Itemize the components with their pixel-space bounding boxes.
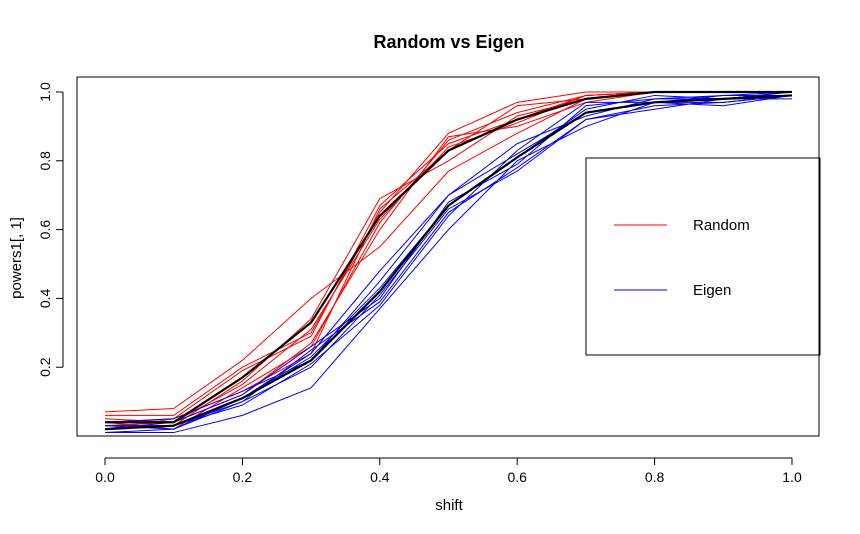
eigen-run-line: [104, 94, 793, 430]
y-tick-label: 1.0: [37, 82, 53, 102]
random-run-line: [104, 91, 792, 427]
y-tick-label: 0.6: [37, 220, 53, 240]
legend-label-eigen: Eigen: [693, 282, 731, 299]
legend-box: [585, 157, 821, 356]
eigen-mean-line: [104, 94, 793, 431]
y-axis: 0.2 0.4 0.6 0.8 1.0: [37, 82, 64, 377]
random-run-line: [104, 91, 792, 430]
x-tick-label: 0.4: [370, 469, 390, 485]
y-axis-label: powers1[, 1]: [8, 217, 25, 299]
y-tick-label: 0.2: [37, 357, 53, 377]
x-tick-label: 0.0: [95, 469, 115, 485]
legend: Random Eigen: [585, 157, 821, 356]
x-tick-label: 1.0: [782, 469, 802, 485]
eigen-run-line: [105, 94, 793, 434]
eigen-run-line: [104, 91, 793, 423]
x-tick-label: 0.6: [507, 469, 527, 485]
random-mean-line: [105, 90, 792, 424]
y-tick-label: 0.8: [37, 151, 53, 171]
x-axis-label: shift: [435, 497, 463, 514]
eigen-run-line: [104, 94, 793, 430]
random-run-line: [104, 91, 792, 423]
series-lines: [104, 90, 793, 434]
chart-title: Random vs Eigen: [373, 32, 524, 52]
y-tick-label: 0.4: [37, 288, 53, 308]
random-run-line: [104, 91, 792, 423]
eigen-run-line: [104, 98, 792, 430]
x-tick-label: 0.8: [645, 469, 665, 485]
eigen-run-line: [104, 91, 793, 430]
eigen-run-line: [105, 94, 792, 427]
x-axis: 0.0 0.2 0.4 0.6 0.8 1.0: [95, 457, 802, 485]
plot-frame: [76, 76, 820, 437]
random-run-line: [105, 91, 792, 427]
x-tick-label: 0.2: [233, 469, 253, 485]
random-run-line: [104, 91, 792, 430]
legend-label-random: Random: [693, 217, 750, 234]
